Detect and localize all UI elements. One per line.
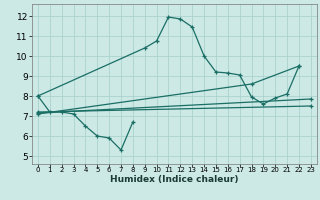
- X-axis label: Humidex (Indice chaleur): Humidex (Indice chaleur): [110, 175, 239, 184]
